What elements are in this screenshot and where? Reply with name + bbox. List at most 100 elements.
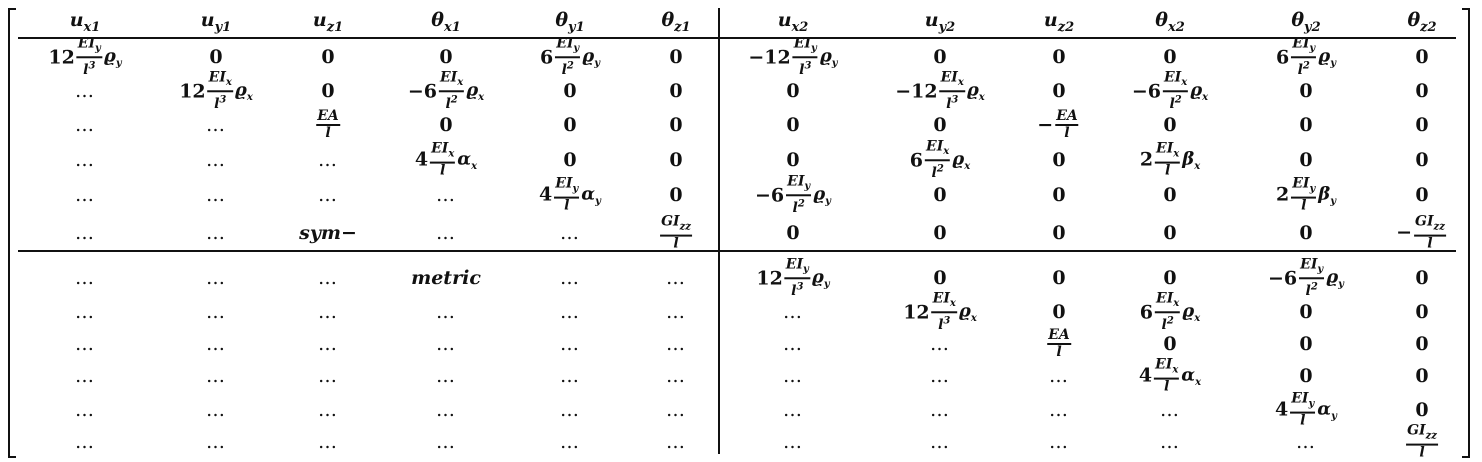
matrix-entry: 0 bbox=[669, 80, 682, 102]
numerator-base: EI bbox=[431, 140, 449, 157]
matrix-entry: 0 bbox=[1299, 301, 1312, 323]
coefficient: − bbox=[1396, 221, 1413, 244]
denominator: l bbox=[1056, 345, 1061, 360]
matrix-entry: … bbox=[930, 399, 950, 421]
denominator-exponent: 2 bbox=[1302, 60, 1310, 72]
entry-text: 0 bbox=[933, 184, 947, 206]
factor: ϱy bbox=[812, 266, 830, 290]
matrix-entry: 6 EIy l2 ϱy bbox=[540, 36, 600, 77]
entry-text: … bbox=[560, 365, 580, 387]
denominator-base: l bbox=[1300, 412, 1306, 429]
numerator-subscript: x bbox=[957, 77, 964, 89]
numerator-base: EI bbox=[1300, 256, 1318, 273]
denominator-base: l bbox=[1064, 125, 1070, 141]
numerator-subscript: x bbox=[448, 148, 455, 160]
matrix-entry: … bbox=[1049, 365, 1069, 387]
numerator-base: EI bbox=[555, 175, 573, 192]
matrix-entry: … bbox=[1049, 431, 1069, 453]
matrix-entry: … bbox=[560, 431, 580, 453]
denominator-exponent: 3 bbox=[951, 94, 959, 106]
numerator-base: EI bbox=[926, 138, 944, 155]
entry-text: … bbox=[666, 431, 686, 453]
matrix-entry: 0 bbox=[439, 46, 452, 68]
factor: ϱy bbox=[813, 183, 831, 207]
column-header: θy1 bbox=[555, 9, 584, 35]
header-symbol: θ bbox=[661, 9, 675, 32]
entry-text: … bbox=[930, 365, 950, 387]
matrix-entry: … bbox=[436, 365, 456, 387]
fraction: EIy l2 bbox=[555, 36, 581, 77]
matrix-entry: … bbox=[666, 365, 686, 387]
entry-text: … bbox=[930, 333, 950, 355]
matrix-entry: 0 bbox=[563, 80, 576, 102]
fraction: EIy l3 bbox=[784, 257, 810, 299]
entry-text: … bbox=[1160, 399, 1180, 421]
matrix-entry: … bbox=[436, 222, 456, 244]
denominator-base: l bbox=[791, 282, 797, 299]
numerator-subscript: y bbox=[1309, 43, 1316, 55]
matrix-entry: −12 EIy l3 ϱy bbox=[748, 36, 837, 77]
matrix-entry: … bbox=[930, 431, 950, 453]
matrix-entry: 0 bbox=[439, 114, 452, 136]
entry-text: 0 bbox=[321, 46, 335, 68]
header-symbol: u bbox=[200, 9, 215, 32]
entry-text: … bbox=[560, 267, 580, 289]
numerator: EIy bbox=[1299, 256, 1325, 280]
denominator: l2 bbox=[445, 92, 457, 112]
entry-text: … bbox=[206, 267, 226, 289]
matrix-entry: 6 EIx l2 ϱx bbox=[1140, 291, 1200, 332]
denominator: l2 bbox=[931, 161, 943, 181]
matrix-entry: … bbox=[318, 267, 338, 289]
denominator: l bbox=[1427, 236, 1432, 251]
entry-text: 0 bbox=[669, 46, 683, 68]
entry-text: … bbox=[783, 399, 803, 421]
matrix-entry: 2 EIx l βx bbox=[1140, 141, 1200, 179]
factor-base: α bbox=[457, 148, 472, 170]
matrix-entry: 4 EIx l αx bbox=[1139, 357, 1201, 395]
denominator-base: l bbox=[938, 316, 944, 333]
entry-text: … bbox=[783, 431, 803, 453]
entry-text: … bbox=[318, 365, 338, 387]
factor-subscript: y bbox=[115, 57, 122, 69]
denominator-base: l bbox=[946, 95, 952, 112]
numerator-base: EI bbox=[1156, 290, 1174, 307]
matrix-entry: … bbox=[666, 333, 686, 355]
numerator: EIx bbox=[1155, 141, 1181, 164]
entry-text: 0 bbox=[1163, 333, 1177, 355]
numerator: EIy bbox=[786, 174, 812, 197]
denominator-exponent: 3 bbox=[804, 60, 812, 72]
fraction: EIx l bbox=[1155, 141, 1181, 179]
matrix-entry: 0 bbox=[1052, 222, 1065, 244]
numerator: EIy bbox=[784, 257, 810, 280]
header-subscript: z2 bbox=[1420, 19, 1437, 35]
matrix-entry: … bbox=[206, 114, 226, 136]
denominator-base: l bbox=[1056, 344, 1062, 360]
column-header: uz2 bbox=[1044, 9, 1074, 35]
matrix-entry: 0 bbox=[1052, 149, 1065, 171]
entry-text: … bbox=[666, 267, 686, 289]
matrix-entry: 6 EIy l2 ϱy bbox=[1276, 36, 1336, 77]
denominator: l bbox=[1300, 413, 1305, 428]
column-header: uy2 bbox=[925, 9, 955, 35]
coefficient: 6 bbox=[1139, 300, 1154, 323]
numerator: EIy bbox=[554, 175, 580, 199]
matrix-entry: 0 bbox=[1299, 222, 1312, 244]
entry-text: … bbox=[436, 222, 456, 244]
denominator-base: l bbox=[440, 162, 446, 179]
matrix-entry: … bbox=[75, 333, 95, 355]
header-subscript: y1 bbox=[214, 19, 232, 35]
entry-text: … bbox=[75, 399, 95, 421]
entry-text: 0 bbox=[1299, 80, 1313, 102]
matrix-entry: EA l bbox=[314, 109, 342, 141]
entry-text: 0 bbox=[1163, 114, 1177, 136]
factor: ϱx bbox=[1182, 300, 1200, 324]
factor-base: ϱ bbox=[466, 79, 479, 101]
column-header: θz1 bbox=[661, 9, 690, 35]
entry-text: … bbox=[666, 365, 686, 387]
entry-text: … bbox=[1049, 399, 1069, 421]
fraction: EIx l3 bbox=[939, 70, 965, 112]
entry-text: … bbox=[436, 333, 456, 355]
factor-subscript: x bbox=[246, 91, 253, 103]
matrix-entry: 12 EIx l3 ϱx bbox=[903, 291, 977, 332]
column-header: uz1 bbox=[313, 9, 343, 35]
